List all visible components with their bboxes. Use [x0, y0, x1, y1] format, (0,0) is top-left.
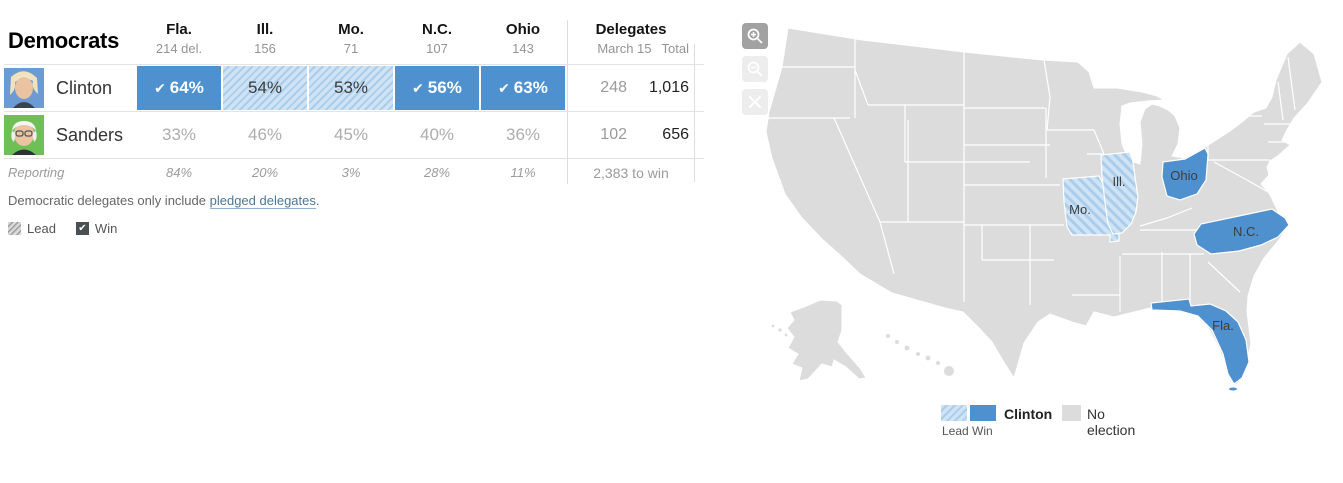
map-legend-no-election-label: No election: [1087, 406, 1136, 438]
delegates-subheader-total: Total: [661, 41, 689, 56]
result-cell-sanders-nc: 40%: [419, 125, 455, 144]
reporting-mo: 3%: [341, 165, 361, 180]
result-cell-clinton-fla: 64%: [137, 66, 221, 110]
win-check-swatch-icon: [75, 222, 89, 235]
candidate-name: Sanders: [56, 125, 124, 145]
table-divider-left: [567, 20, 568, 184]
reporting-fla: 84%: [165, 165, 193, 180]
map-label-north-carolina: N.C.: [1233, 224, 1259, 239]
reporting-label: Reporting: [8, 165, 65, 180]
us-results-map-panel: Mo. Ill. Ohio N.C. Fla. Clinton Lead Win…: [742, 12, 1343, 472]
state-florida[interactable]: [1150, 298, 1250, 385]
map-close-button[interactable]: [742, 89, 768, 115]
state-north-carolina[interactable]: [1193, 208, 1290, 255]
delegates-subheader-march15: March 15: [597, 41, 652, 56]
page-title: Democrats: [8, 28, 120, 53]
result-cell-sanders-ill: 46%: [247, 125, 283, 144]
delegates-march15-clinton: 248: [600, 79, 627, 96]
column-header-fla: Fla. 214 del.: [155, 21, 203, 56]
column-header-mo: Mo. 71: [338, 21, 364, 56]
reporting-ill: 20%: [251, 165, 279, 180]
result-cell-clinton-nc: 56%: [395, 66, 479, 110]
results-table: Democrats Fla. 214 del. Ill. 156 Mo. 71 …: [4, 14, 704, 236]
reporting-ohio: 11%: [510, 165, 536, 180]
reporting-row: Reporting 84% 20% 3% 28% 11% 2,383 to wi…: [4, 159, 704, 187]
state-ohio[interactable]: [1161, 147, 1209, 201]
x-icon: [748, 95, 762, 109]
result-cell-sanders-fla: 33%: [161, 125, 197, 144]
lead-swatch-icon: [8, 222, 21, 235]
delegates-march15-sanders: 102: [600, 126, 627, 143]
delegates-total-sanders: 656: [662, 126, 689, 143]
reporting-nc: 28%: [423, 165, 451, 180]
us-map: Mo. Ill. Ohio N.C. Fla.: [756, 27, 1323, 391]
map-controls: [742, 23, 768, 115]
pledged-delegates-link[interactable]: pledged delegates: [209, 193, 316, 209]
map-legend-no-election-swatch-icon: [1062, 405, 1081, 421]
column-header-ohio: Ohio 143: [505, 21, 541, 56]
map-label-florida: Fla.: [1212, 318, 1234, 333]
magnifier-minus-icon: [747, 61, 763, 77]
state-alaska[interactable]: [786, 299, 867, 382]
footnote: Democratic delegates only include pledge…: [8, 193, 320, 209]
map-zoom-in-button[interactable]: [742, 23, 768, 49]
table-header: Democrats Fla. 214 del. Ill. 156 Mo. 71 …: [4, 14, 704, 64]
legend-item-win: Win: [75, 221, 117, 236]
sanders-portrait: [4, 115, 44, 155]
map-legend-candidate: Clinton: [1004, 406, 1053, 422]
map-label-missouri: Mo.: [1069, 202, 1091, 217]
table-row-sanders: Sanders 33% 46% 45% 40% 36% 102 656: [4, 111, 704, 159]
result-cell-clinton-mo: 53%: [309, 66, 393, 110]
table-legend: Lead Win: [4, 221, 704, 236]
map-legend-win-swatch-icon: [970, 405, 996, 421]
table-row-clinton: Clinton 64% 54% 53% 56% 63% 248 1,016: [4, 64, 704, 111]
delegates-header: Delegates March 15 Total: [595, 21, 689, 56]
state-illinois[interactable]: [1100, 151, 1139, 235]
result-cell-sanders-mo: 45%: [333, 125, 369, 144]
map-label-illinois: Ill.: [1113, 174, 1126, 189]
clinton-portrait: [4, 68, 44, 108]
map-label-ohio: Ohio: [1170, 168, 1197, 183]
column-header-nc: N.C. 107: [422, 21, 452, 56]
map-zoom-out-button[interactable]: [742, 56, 768, 82]
result-cell-clinton-ohio: 63%: [481, 66, 565, 110]
map-legend-win-label: Win: [972, 424, 993, 438]
candidate-name: Clinton: [56, 78, 113, 98]
map-legend-lead-swatch-icon: [941, 405, 967, 421]
delegates-to-win-note: 2,383 to win: [593, 165, 669, 181]
state-borders: [756, 32, 1296, 314]
state-hawaii[interactable]: [886, 334, 954, 376]
result-cell-clinton-ill: 54%: [223, 66, 307, 110]
map-legend-lead-label: Lead: [942, 424, 969, 438]
column-header-ill: Ill. 156: [254, 21, 276, 56]
table-divider-right: [694, 44, 695, 182]
legend-item-lead: Lead: [8, 221, 56, 236]
delegates-total-clinton: 1,016: [648, 79, 689, 96]
result-cell-sanders-ohio: 36%: [505, 125, 541, 144]
magnifier-plus-icon: [747, 28, 763, 44]
